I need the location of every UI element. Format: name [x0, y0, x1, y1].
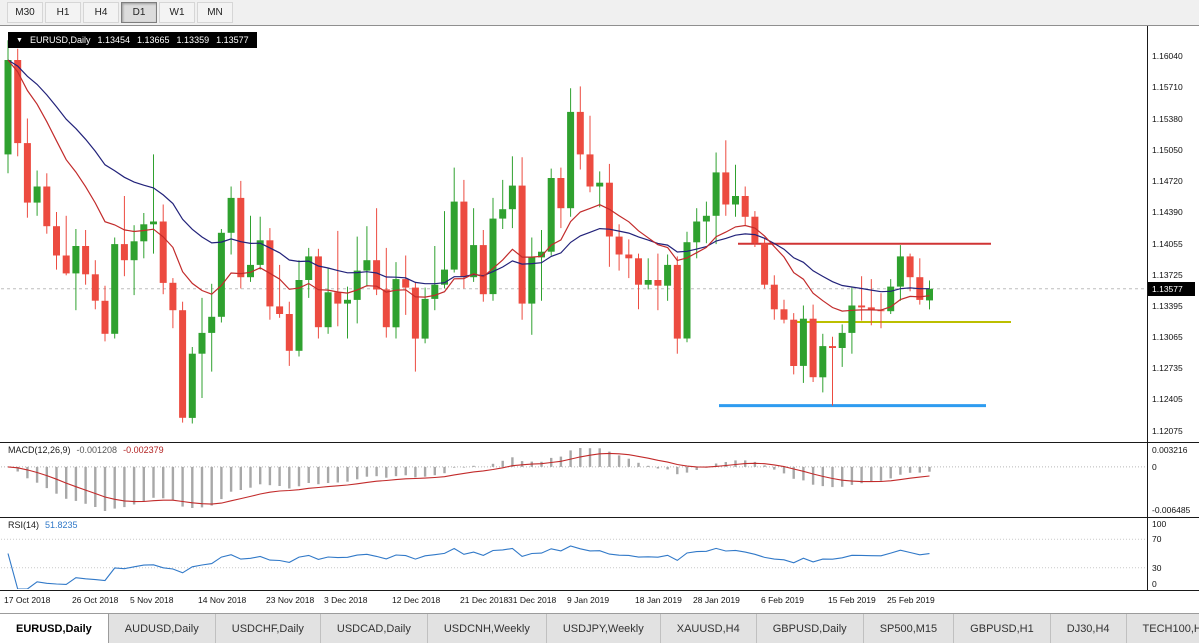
date-axis-label: 5 Nov 2018 [130, 595, 174, 605]
rsi-header: RSI(14) 51.8235 [6, 520, 80, 530]
macd-axis-label: 0.003216 [1152, 445, 1188, 455]
chart-tab-xauusd-h4[interactable]: XAUUSD,H4 [660, 614, 757, 643]
chart-tab-dj30-h4[interactable]: DJ30,H4 [1050, 614, 1127, 643]
price-axis-label: 1.13725 [1152, 269, 1183, 280]
date-axis-label: 17 Oct 2018 [4, 595, 51, 605]
macd-axis-label: -0.006485 [1152, 505, 1191, 515]
chart-tab-sp500-m15[interactable]: SP500,M15 [863, 614, 955, 643]
date-axis-label: 21 Dec 2018 [460, 595, 509, 605]
chart-tab-audusd-daily[interactable]: AUDUSD,Daily [108, 614, 216, 643]
price-axis-label: 1.15050 [1152, 144, 1183, 155]
price-axis-divider [1147, 26, 1148, 442]
main-chart-canvas[interactable] [1, 26, 1147, 441]
price-axis-label: 1.12405 [1152, 394, 1183, 405]
chart-tabbar: EURUSD,Daily AUDUSD,Daily USDCHF,Daily U… [0, 613, 1199, 643]
date-axis-label: 6 Feb 2019 [761, 595, 805, 605]
price-axis-label: 1.14720 [1152, 175, 1183, 186]
tab-label: USDCNH,Weekly [443, 622, 530, 635]
rsi-axis-divider [1147, 518, 1148, 590]
chart-tab-usdjpy-weekly[interactable]: USDJPY,Weekly [546, 614, 661, 643]
collapse-trade-panel-icon[interactable]: ▼ [16, 36, 23, 44]
price-axis-label: 1.15380 [1152, 113, 1183, 124]
ohlc-close: 1.13577 [216, 35, 249, 45]
date-axis-label: 12 Dec 2018 [392, 595, 441, 605]
tab-label: DJ30,H4 [1066, 622, 1110, 635]
timeframe-button-h4[interactable]: H4 [83, 2, 119, 23]
rsi-axis-label: 70 [1152, 534, 1162, 545]
date-axis-label: 26 Oct 2018 [72, 595, 119, 605]
date-axis-label: 3 Dec 2018 [324, 595, 368, 605]
price-axis-label: 1.14390 [1152, 207, 1183, 218]
tab-label: EURUSD,Daily [16, 622, 92, 635]
chart-tab-usdcad-daily[interactable]: USDCAD,Daily [320, 614, 428, 643]
price-axis-label: 1.14055 [1152, 238, 1183, 249]
rsi-panel: 100 70 30 0 RSI(14) 51.8235 [0, 518, 1199, 590]
price-axis-label: 1.15710 [1152, 82, 1183, 93]
macd-canvas[interactable] [1, 443, 1147, 516]
macd-panel: 0.003216 0 -0.006485 MACD(12,26,9) -0.0012… [0, 443, 1199, 517]
price-axis-label: 1.13065 [1152, 332, 1183, 343]
price-axis-label: 1.16040 [1152, 51, 1183, 62]
ohlc-info-box[interactable]: ▼ EURUSD,Daily 1.13454 1.13665 1.13359 1… [8, 32, 257, 48]
timeframe-button-h1[interactable]: H1 [45, 2, 81, 23]
chart-tab-usdcnh-weekly[interactable]: USDCNH,Weekly [427, 614, 547, 643]
rsi-label: RSI(14) [8, 520, 40, 530]
chart-tab-usdchf-daily[interactable]: USDCHF,Daily [215, 614, 321, 643]
chart-tab-gbpusd-daily[interactable]: GBPUSD,Daily [756, 614, 864, 643]
date-axis-label: 28 Jan 2019 [693, 595, 740, 605]
macd-axis-divider [1147, 443, 1148, 517]
rsi-value: 51.8235 [45, 520, 78, 530]
date-axis[interactable]: 17 Oct 2018 26 Oct 2018 5 Nov 2018 14 Nov 2… [0, 591, 1199, 613]
rsi-canvas[interactable] [1, 518, 1147, 589]
tab-label: AUDUSD,Daily [124, 622, 199, 635]
timeframe-button-d1[interactable]: D1 [121, 2, 157, 23]
tab-label: TECH100,H1 [1142, 622, 1199, 635]
macd-label: MACD(12,26,9) [8, 445, 71, 455]
rsi-axis-label: 30 [1152, 562, 1162, 573]
date-axis-label: 23 Nov 2018 [266, 595, 315, 605]
panel-separator-macd[interactable] [0, 442, 1199, 443]
chart-tab-eurusd-daily[interactable]: EURUSD,Daily [0, 614, 109, 643]
chart-tab-tech100[interactable]: TECH100,H1 [1126, 614, 1199, 643]
timeframe-toolbar: M30 H1 H4 D1 W1 MN [0, 0, 1199, 26]
rsi-axis-label: 100 [1152, 519, 1167, 529]
current-price-badge: 1.13577 [1148, 282, 1195, 296]
timeframe-button-mn[interactable]: MN [197, 2, 233, 23]
tab-label: USDCAD,Daily [336, 622, 411, 635]
macd-signal-value: -0.002379 [123, 445, 164, 455]
ohlc-high: 1.13665 [137, 35, 170, 45]
date-axis-label: 18 Jan 2019 [635, 595, 682, 605]
ohlc-low: 1.13359 [176, 35, 210, 45]
timeframe-button-w1[interactable]: W1 [159, 2, 195, 23]
chart-tab-gbpusd-h1[interactable]: GBPUSD,H1 [954, 614, 1051, 643]
rsi-axis-label: 0 [1152, 579, 1157, 589]
price-axis-label: 1.12735 [1152, 363, 1183, 374]
timeframe-button-m30[interactable]: M30 [7, 2, 43, 23]
tab-label: XAUUSD,H4 [676, 622, 740, 635]
date-axis-label: 14 Nov 2018 [198, 595, 247, 605]
panel-separator-rsi[interactable] [0, 517, 1199, 518]
date-axis-label: 15 Feb 2019 [828, 595, 876, 605]
macd-axis-label: 0 [1152, 461, 1157, 472]
price-axis-label: 1.12075 [1152, 425, 1183, 436]
tab-label: USDJPY,Weekly [562, 622, 644, 635]
date-axis-label: 9 Jan 2019 [567, 595, 610, 605]
date-axis-label: 31 Dec 2018 [508, 595, 557, 605]
tab-label: USDCHF,Daily [231, 622, 304, 635]
ohlc-open: 1.13454 [97, 35, 130, 45]
macd-main-value: -0.001208 [76, 445, 118, 455]
tab-label: GBPUSD,Daily [772, 622, 847, 635]
tab-label: GBPUSD,H1 [970, 622, 1034, 635]
main-chart-panel: 1.16040 1.15710 1.15380 1.15050 1.14720 1.143… [0, 26, 1199, 442]
tab-label: SP500,M15 [879, 622, 938, 635]
panel-separator-bottom[interactable] [0, 590, 1199, 591]
symbol-title: EURUSD,Daily [29, 35, 91, 45]
macd-header: MACD(12,26,9) -0.001208 -0.002379 [6, 445, 166, 455]
date-axis-label: 25 Feb 2019 [887, 595, 935, 605]
price-axis-label: 1.13395 [1152, 300, 1183, 311]
